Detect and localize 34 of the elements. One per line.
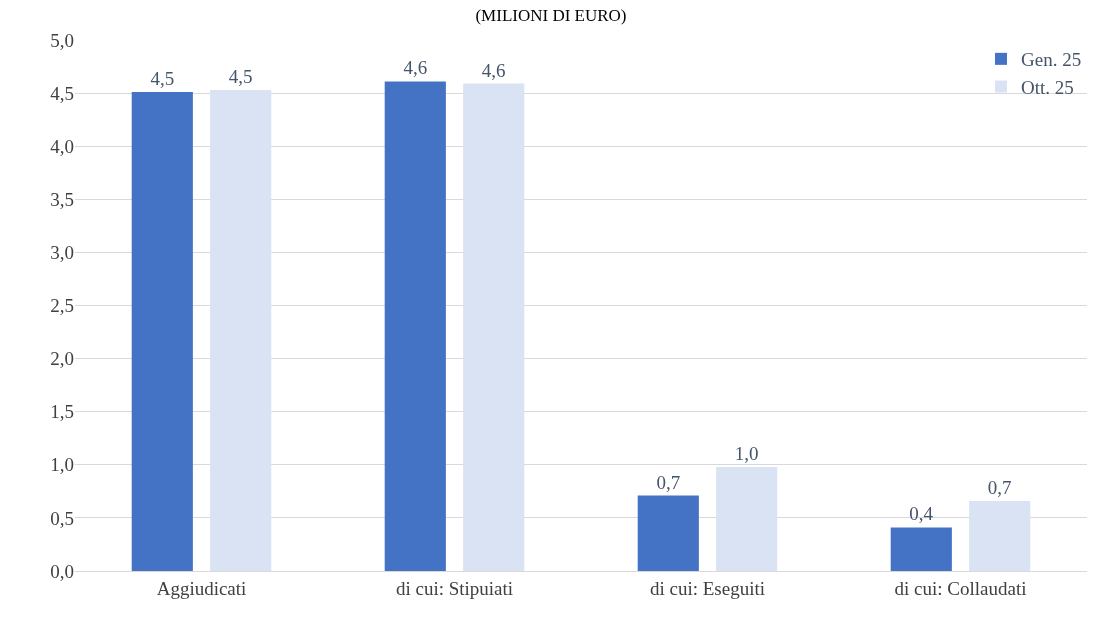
y-tick-label: 5,0 [50, 29, 74, 51]
x-tick-label: Aggiudicati [156, 577, 247, 599]
bar [637, 495, 699, 571]
y-tick-label: 2,0 [50, 348, 74, 370]
data-label: 0,7 [987, 476, 1012, 498]
bar [463, 83, 525, 571]
x-tick-label: di cui: Collaudati [894, 577, 1027, 599]
data-label: 0,7 [656, 471, 681, 493]
x-tick-label: di cui: Stipuiati [395, 577, 514, 599]
y-tick-label: 1,5 [50, 401, 74, 423]
legend-label: Gen. 25 [1021, 49, 1082, 71]
legend-label: Ott. 25 [1021, 76, 1074, 98]
y-tick-label: 1,0 [50, 454, 74, 476]
y-tick-label: 4,5 [50, 82, 74, 104]
x-tick-label: di cui: Eseguiti [649, 577, 766, 599]
y-tick-label: 0,0 [50, 560, 74, 582]
bar [969, 500, 1031, 571]
chart-title: (MILIONI DI EURO) [475, 6, 627, 26]
y-tick-label: 3,5 [50, 188, 74, 210]
data-label: 0,4 [909, 503, 934, 525]
y-tick-label: 0,5 [50, 507, 74, 529]
y-tick-label: 3,0 [50, 242, 74, 264]
y-tick-label: 2,5 [50, 295, 74, 317]
data-label: 4,5 [228, 65, 253, 87]
y-tick-label: 4,0 [50, 135, 74, 157]
data-label: 4,5 [150, 68, 175, 90]
bar [716, 466, 778, 571]
data-label: 4,6 [481, 59, 506, 81]
bar [131, 92, 193, 571]
data-label: 4,6 [403, 57, 428, 79]
bar [384, 81, 446, 571]
bar [890, 527, 952, 571]
data-label: 1,0 [734, 442, 759, 464]
bar [210, 89, 272, 571]
